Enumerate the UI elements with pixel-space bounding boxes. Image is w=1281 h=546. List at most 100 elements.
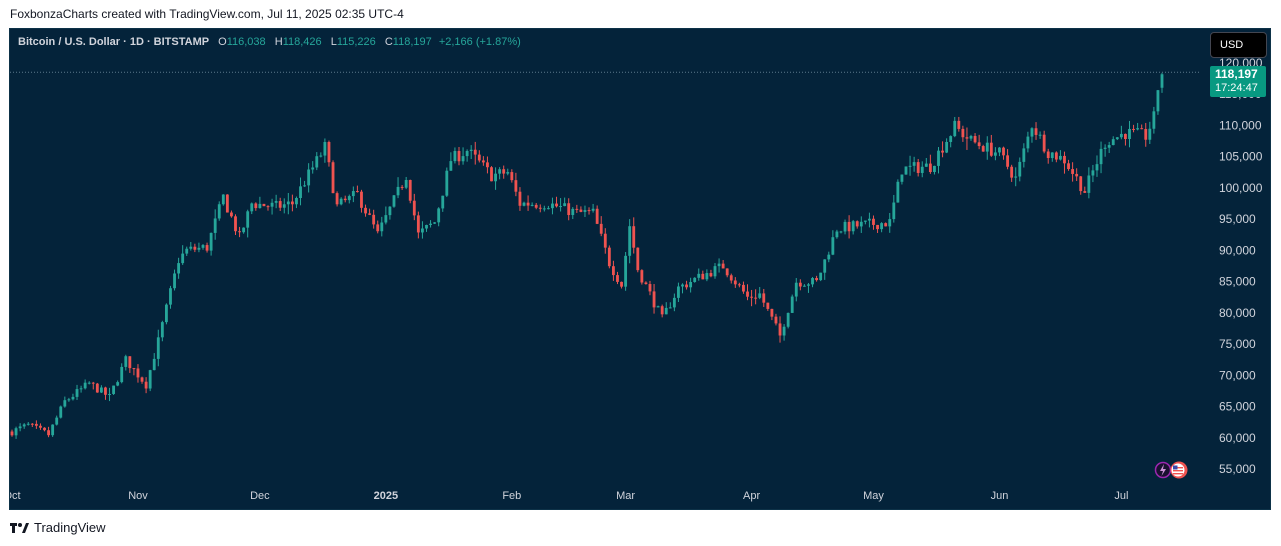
candle-body <box>916 162 920 173</box>
candle-body <box>108 393 111 395</box>
candle-body <box>725 268 729 276</box>
candle-body <box>477 154 481 161</box>
candle <box>193 243 197 253</box>
candle <box>591 203 595 213</box>
candle-body <box>197 247 201 250</box>
candle <box>839 230 843 234</box>
candle <box>445 167 449 198</box>
candle <box>1058 150 1062 161</box>
currency-button[interactable]: USD <box>1210 32 1267 58</box>
candle <box>701 270 705 280</box>
candle-body <box>599 223 603 234</box>
candle <box>725 268 729 278</box>
candle <box>559 198 563 212</box>
candle-body <box>729 275 733 281</box>
x-tick-label: Feb <box>502 490 521 502</box>
candle-body <box>490 167 493 182</box>
candle-body <box>652 291 656 308</box>
candle <box>282 198 286 214</box>
candle-body <box>404 179 408 188</box>
candle-body <box>486 162 489 168</box>
candlestick-chart[interactable]: 120,000115,000110,000105,000100,00095,00… <box>10 29 1271 510</box>
candle <box>928 154 932 174</box>
candle-body <box>327 142 331 163</box>
candle-body <box>1034 128 1038 135</box>
candle <box>567 198 571 221</box>
candle-body <box>1071 169 1075 174</box>
candle <box>1022 143 1026 168</box>
candle-body <box>677 286 680 298</box>
chart-frame[interactable]: 120,000115,000110,000105,000100,00095,00… <box>9 28 1271 510</box>
candle-body <box>75 389 79 397</box>
candle-body <box>412 200 416 216</box>
candle <box>681 283 684 294</box>
candle <box>461 147 465 165</box>
candle <box>270 198 274 215</box>
candle <box>989 134 993 157</box>
candle <box>685 280 688 290</box>
candle <box>823 259 827 280</box>
candle-body <box>116 382 120 386</box>
candle <box>1124 133 1127 146</box>
candle <box>87 381 91 385</box>
candle-body <box>408 179 412 201</box>
candle <box>843 219 847 235</box>
candle <box>742 281 745 294</box>
candle-body <box>193 246 197 250</box>
candle <box>587 207 591 215</box>
candle-body <box>668 307 672 309</box>
candle-body <box>140 377 144 382</box>
candle <box>1026 131 1030 153</box>
candle <box>412 193 416 221</box>
candle-body <box>453 151 457 162</box>
candle-body <box>343 198 347 201</box>
candle-body <box>1002 147 1005 156</box>
candle-body <box>1022 148 1026 162</box>
candle-body <box>87 382 91 384</box>
events-icons[interactable] <box>1150 459 1190 481</box>
candle <box>941 141 944 158</box>
candle <box>307 163 311 193</box>
candle-body <box>689 281 693 288</box>
candle <box>108 387 111 402</box>
candle-body <box>152 358 156 371</box>
candle <box>75 384 79 400</box>
y-tick-label: 110,000 <box>1219 118 1262 132</box>
candle <box>449 152 453 171</box>
candle <box>973 133 977 144</box>
candle <box>189 241 193 251</box>
candle-body <box>603 233 607 248</box>
candle-body <box>640 270 644 283</box>
candle-body <box>270 202 274 207</box>
candle <box>148 369 152 392</box>
candle <box>1063 151 1066 174</box>
candle <box>908 155 912 176</box>
candle-body <box>636 247 640 271</box>
tradingview-logo-icon <box>10 522 29 533</box>
candle-body <box>396 186 400 196</box>
candle-body <box>534 204 538 208</box>
candle <box>794 278 798 302</box>
candle-body <box>181 253 185 264</box>
candle-body <box>542 208 546 210</box>
candle-body <box>55 417 59 425</box>
candle-body <box>587 210 591 212</box>
candle-body <box>924 163 928 167</box>
candle <box>1075 168 1079 182</box>
candle-body <box>933 165 936 173</box>
symbol-title[interactable]: Bitcoin / U.S. Dollar · 1D · BITSTAMP <box>18 36 210 48</box>
candle-body <box>1144 129 1148 140</box>
y-tick-label: 90,000 <box>1219 243 1256 257</box>
footer-brand[interactable]: TradingView <box>10 520 106 535</box>
candle-body <box>347 196 351 201</box>
candle <box>404 176 408 190</box>
candle <box>1046 148 1050 164</box>
candle-body <box>372 214 376 225</box>
candle-body <box>1107 145 1111 148</box>
candle-body <box>758 293 762 298</box>
x-tick-label: May <box>863 490 884 502</box>
candle-body <box>278 201 282 208</box>
candle <box>278 197 282 211</box>
candle <box>628 219 632 264</box>
candle-body <box>872 218 875 225</box>
